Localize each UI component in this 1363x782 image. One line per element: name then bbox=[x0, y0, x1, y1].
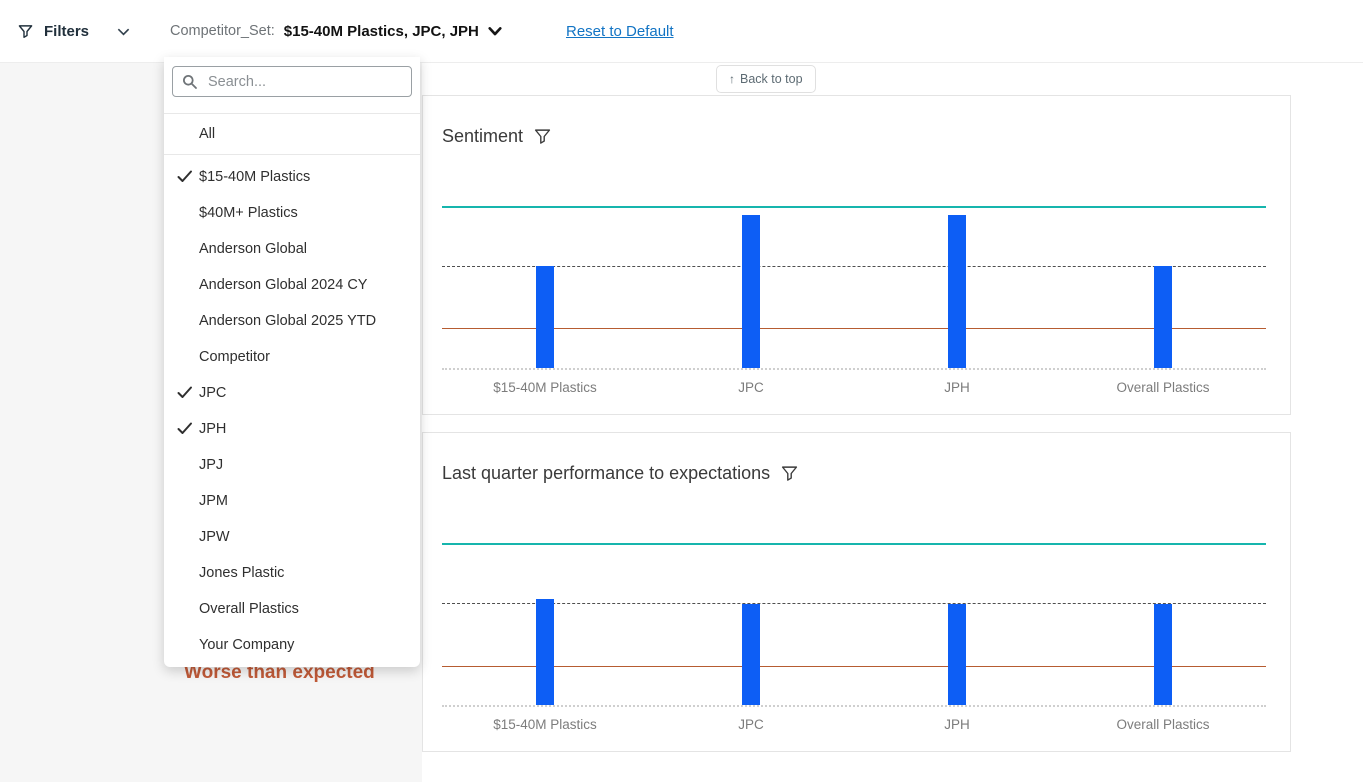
chevron-down-icon bbox=[488, 24, 502, 38]
check-icon bbox=[177, 385, 193, 401]
dropdown-item-label: All bbox=[199, 126, 216, 142]
check-icon bbox=[177, 169, 193, 185]
dropdown-item-label: $40M+ Plastics bbox=[199, 205, 298, 221]
chart-bar[interactable] bbox=[536, 598, 554, 705]
chart-bar[interactable] bbox=[1154, 603, 1172, 705]
competitor-set-value: $15-40M Plastics, JPC, JPH bbox=[283, 22, 479, 40]
dropdown-item-label: Anderson Global 2024 CY bbox=[199, 277, 368, 293]
mid-threshold-line bbox=[442, 602, 1266, 604]
dropdown-item-all[interactable]: All bbox=[164, 114, 420, 154]
dropdown-item-label: Your Company bbox=[199, 637, 295, 653]
top-threshold-line bbox=[442, 543, 1266, 545]
baseline-line bbox=[442, 705, 1266, 707]
dropdown-search[interactable] bbox=[172, 66, 412, 97]
chart-bar[interactable] bbox=[742, 214, 760, 368]
back-to-top-label: Back to top bbox=[740, 72, 803, 86]
performance-chart-card: Last quarter performance to expectations… bbox=[422, 432, 1291, 752]
dropdown-item[interactable]: Overall Plastics bbox=[164, 591, 420, 627]
dropdown-item-label: Competitor bbox=[199, 349, 270, 365]
mid-threshold-line bbox=[442, 265, 1266, 267]
dropdown-item-label: JPW bbox=[199, 529, 230, 545]
chart-bar[interactable] bbox=[1154, 265, 1172, 368]
top-toolbar: Filters Competitor_Set: $15-40M Plastics… bbox=[0, 0, 1363, 63]
chevron-down-icon bbox=[116, 24, 131, 39]
chart-bar[interactable] bbox=[948, 214, 966, 368]
dropdown-item-label: Overall Plastics bbox=[199, 601, 299, 617]
dropdown-item[interactable]: JPJ bbox=[164, 447, 420, 483]
x-axis-label: $15-40M Plastics bbox=[493, 717, 597, 732]
chart-filter-funnel-icon[interactable] bbox=[781, 465, 798, 482]
dropdown-item[interactable]: $15-40M Plastics bbox=[164, 159, 420, 195]
competitor-set-dropdown: All $15-40M Plastics $40M+ Plastics Anders… bbox=[164, 57, 420, 667]
performance-chart-plot: $15-40M Plastics JPC JPH Overall Plastics bbox=[442, 543, 1266, 732]
competitor-set-control[interactable]: Competitor_Set: $15-40M Plastics, JPC, J… bbox=[170, 0, 502, 62]
sentiment-chart-card: Sentiment $15-40M Plastics JPC JPH Overall … bbox=[422, 95, 1291, 415]
dropdown-item-label: JPH bbox=[199, 421, 227, 437]
dropdown-item-label: Jones Plastic bbox=[199, 565, 285, 581]
dropdown-item[interactable]: JPM bbox=[164, 483, 420, 519]
divider bbox=[164, 113, 420, 114]
x-axis-label: Overall Plastics bbox=[1116, 380, 1210, 395]
filter-funnel-icon bbox=[18, 24, 33, 39]
reset-to-default-link[interactable]: Reset to Default bbox=[566, 22, 674, 40]
dropdown-item[interactable]: $40M+ Plastics bbox=[164, 195, 420, 231]
check-icon bbox=[177, 421, 193, 437]
dropdown-item[interactable]: Anderson Global 2024 CY bbox=[164, 267, 420, 303]
top-threshold-line bbox=[442, 206, 1266, 208]
dropdown-item[interactable]: Anderson Global bbox=[164, 231, 420, 267]
dropdown-item-label: Anderson Global 2025 YTD bbox=[199, 313, 377, 329]
back-to-top-button[interactable]: ↑ Back to top bbox=[716, 65, 816, 93]
dropdown-item[interactable]: JPC bbox=[164, 375, 420, 411]
x-axis-label: JPC bbox=[738, 717, 764, 732]
x-axis-label: JPH bbox=[944, 717, 970, 732]
dropdown-item-label: JPM bbox=[199, 493, 228, 509]
search-icon bbox=[182, 74, 198, 90]
worse-than-expected-threshold-line bbox=[442, 665, 1266, 667]
chart-title: Last quarter performance to expectations bbox=[442, 463, 771, 483]
x-axis-label: $15-40M Plastics bbox=[493, 380, 597, 395]
dropdown-item[interactable]: Competitor bbox=[164, 339, 420, 375]
filters-label: Filters bbox=[44, 22, 90, 40]
x-axis-label: JPC bbox=[738, 380, 764, 395]
chart-title-row: Last quarter performance to expectations bbox=[442, 463, 798, 484]
dropdown-item[interactable]: Anderson Global 2025 YTD bbox=[164, 303, 420, 339]
sentiment-chart-plot: $15-40M Plastics JPC JPH Overall Plastics bbox=[442, 206, 1266, 395]
lower-threshold-line bbox=[442, 327, 1266, 329]
worse-than-expected-label: Worse than expected bbox=[184, 662, 375, 683]
search-input[interactable] bbox=[206, 72, 402, 91]
x-axis-label: Overall Plastics bbox=[1116, 717, 1210, 732]
dropdown-item-list: $15-40M Plastics $40M+ Plastics Anderson G… bbox=[164, 155, 420, 663]
dropdown-item[interactable]: JPH bbox=[164, 411, 420, 447]
dropdown-item-label: Anderson Global bbox=[199, 241, 308, 257]
competitor-set-label: Competitor_Set: bbox=[170, 23, 275, 39]
chart-title: Sentiment bbox=[442, 126, 524, 146]
dropdown-item-label: JPC bbox=[199, 385, 227, 401]
filters-toggle[interactable]: Filters bbox=[18, 0, 131, 62]
dropdown-item[interactable]: Your Company bbox=[164, 627, 420, 663]
dropdown-item-label: JPJ bbox=[199, 457, 224, 473]
chart-bar[interactable] bbox=[742, 603, 760, 705]
baseline-line bbox=[442, 368, 1266, 370]
divider bbox=[164, 154, 420, 155]
chart-filter-funnel-icon[interactable] bbox=[534, 128, 551, 145]
dropdown-item[interactable]: Jones Plastic bbox=[164, 555, 420, 591]
dropdown-item[interactable]: JPW bbox=[164, 519, 420, 555]
dropdown-item-label: $15-40M Plastics bbox=[199, 169, 311, 185]
x-axis-label: JPH bbox=[944, 380, 970, 395]
chart-title-row: Sentiment bbox=[442, 126, 551, 147]
chart-bar[interactable] bbox=[536, 265, 554, 368]
up-arrow-icon: ↑ bbox=[729, 72, 735, 86]
chart-bar[interactable] bbox=[948, 603, 966, 705]
